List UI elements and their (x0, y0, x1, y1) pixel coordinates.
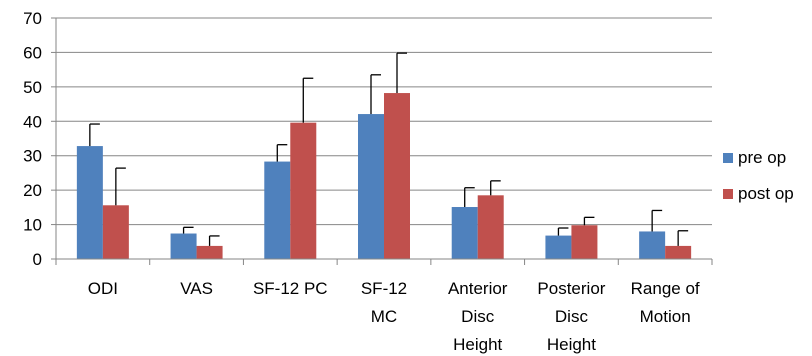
x-tick-label: Height (547, 335, 596, 354)
x-tick-label: Disc (555, 307, 589, 326)
bar-post-op-3 (384, 93, 410, 259)
bars (76, 93, 692, 259)
bar-pre-op-1 (170, 233, 197, 259)
legend-label: post op (738, 184, 794, 203)
legend: pre op post op (723, 148, 794, 203)
x-tick-label: MC (371, 307, 397, 326)
bar-pre-op-0 (76, 146, 103, 259)
bar-post-op-1 (196, 245, 223, 259)
bar-pre-op-2 (264, 161, 291, 259)
y-tick-label: 40 (23, 112, 42, 131)
y-tick-label: 70 (23, 9, 42, 28)
y-tick-label: 10 (23, 216, 42, 235)
bar-post-op-5 (571, 225, 598, 259)
y-tick-label: 50 (23, 78, 42, 97)
y-tick-label: 60 (23, 43, 42, 62)
x-tick-label: Height (453, 335, 502, 354)
x-tick-label: Anterior (448, 279, 508, 298)
x-tick-label: VAS (180, 279, 213, 298)
x-tick-label: Motion (640, 307, 691, 326)
bar-pre-op-6 (639, 231, 666, 259)
bar-post-op-6 (665, 245, 692, 259)
x-tick-label: SF-12 PC (253, 279, 328, 298)
y-axis: 0 10 20 30 40 50 60 70 (23, 9, 57, 269)
legend-swatch-pre-op (723, 153, 733, 163)
y-tick-label: 20 (23, 181, 42, 200)
y-tick-label: 0 (33, 250, 42, 269)
bar-post-op-2 (290, 122, 317, 259)
bar-post-op-4 (477, 195, 504, 259)
x-tick-label: Disc (461, 307, 495, 326)
bar-post-op-0 (102, 205, 129, 259)
y-tick-label: 30 (23, 147, 42, 166)
legend-swatch-post-op (723, 189, 733, 199)
x-tick-label: Posterior (537, 279, 605, 298)
x-tick-label: SF-12 (361, 279, 407, 298)
legend-label: pre op (738, 148, 786, 167)
x-tick-label: ODI (88, 279, 118, 298)
x-tick-label: Range of (631, 279, 700, 298)
bar-pre-op-4 (451, 207, 478, 259)
bar-pre-op-5 (545, 235, 572, 259)
x-axis: ODI VAS SF-12 PC SF-12 MC Anterior Disc Height P… (55, 258, 713, 354)
bar-pre-op-3 (358, 114, 384, 259)
error-bars (89, 52, 689, 246)
